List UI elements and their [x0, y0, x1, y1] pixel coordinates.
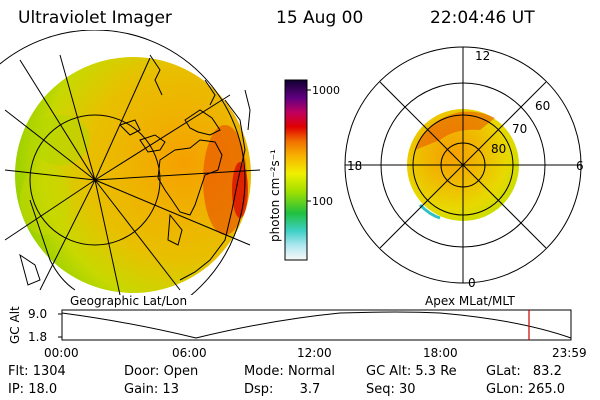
mlt-label-18: 18: [347, 159, 362, 173]
door-field: Door: Open: [124, 364, 198, 379]
time-tick-0600: 06:00: [172, 346, 207, 360]
glat-value: 83.2: [532, 364, 562, 379]
altitude-plot-frame: [61, 309, 572, 341]
door-label: Door:: [124, 364, 160, 379]
dsp-value: 3.7: [299, 382, 321, 397]
flt-field: Flt: 1304: [8, 364, 66, 379]
door-value: Open: [163, 364, 199, 379]
gc-alt-value: 5.3 Re: [415, 364, 457, 379]
ip-label: IP:: [8, 382, 25, 397]
time-tick-1800: 18:00: [423, 346, 458, 360]
mode-field: Mode: Normal: [244, 364, 335, 379]
gain-value: 13: [162, 382, 179, 397]
ip-value: 18.0: [28, 382, 58, 397]
gain-label: Gain:: [124, 382, 159, 397]
colorbar-scale: [284, 79, 308, 261]
altitude-plot: 9.0 1.8 GC Alt: [8, 306, 572, 344]
flt-label: Flt:: [8, 364, 29, 379]
colorbar: 1000 100 photon cm⁻²s⁻¹: [268, 79, 340, 261]
seq-value: 30: [399, 382, 416, 397]
polar-grid: [344, 46, 582, 284]
seq-label: Seq:: [366, 382, 395, 397]
gc-alt-label: GC Alt:: [366, 364, 412, 379]
auroral-disk: [15, 57, 251, 293]
apex-caption: Apex MLat/MLT: [425, 294, 515, 308]
dsp-label: Dsp:: [244, 382, 274, 397]
altitude-curve: [61, 311, 572, 339]
alt-tick-9: 9.0: [28, 307, 47, 321]
alt-axis-title: GC Alt: [8, 306, 22, 344]
lat-lon-grid: [0, 30, 261, 295]
mlt-label-0: 0: [468, 276, 476, 290]
date-label: 15 Aug 00: [276, 8, 364, 28]
mlat-label-80: 80: [491, 142, 506, 156]
mode-label: Mode:: [244, 364, 284, 379]
alt-tick-1-8: 1.8: [28, 330, 47, 344]
mode-value: Normal: [287, 364, 335, 379]
glon-field: GLon: 265.0: [486, 382, 565, 397]
colorbar-tick-1000: 1000: [312, 84, 340, 97]
flt-value: 1304: [32, 364, 66, 379]
mlat-label-60: 60: [535, 99, 550, 113]
time-tick-2359: 23:59: [552, 346, 587, 360]
coastlines: [19, 54, 251, 291]
app-title: Ultraviolet Imager: [18, 8, 172, 28]
geographic-caption: Geographic Lat/Lon: [70, 294, 188, 308]
mlat-mlt-plot: 12 18 6 0 60 70 80: [344, 46, 584, 290]
colorbar-unit-label: photon cm⁻²s⁻¹: [268, 149, 282, 242]
seq-field: Seq: 30: [366, 382, 416, 397]
geographic-image: [0, 30, 261, 295]
mlt-label-12: 12: [475, 49, 490, 63]
colorbar-tick-100: 100: [312, 195, 333, 208]
glat-field: GLat: 83.2: [486, 364, 562, 379]
glon-value: 265.0: [527, 382, 566, 397]
gc-alt-field: GC Alt: 5.3 Re: [366, 364, 457, 379]
glat-label: GLat:: [486, 364, 521, 379]
mlat-label-70: 70: [512, 122, 527, 136]
dsp-field: Dsp: 3.7: [244, 382, 320, 397]
ip-field: IP: 18.0: [8, 382, 57, 397]
glon-label: GLon:: [486, 382, 524, 397]
time-tick-1200: 12:00: [297, 346, 332, 360]
time-label: 22:04:46 UT: [430, 8, 535, 28]
gain-field: Gain: 13: [124, 382, 179, 397]
mlt-label-6: 6: [576, 159, 584, 173]
time-tick-0000: 00:00: [44, 346, 79, 360]
